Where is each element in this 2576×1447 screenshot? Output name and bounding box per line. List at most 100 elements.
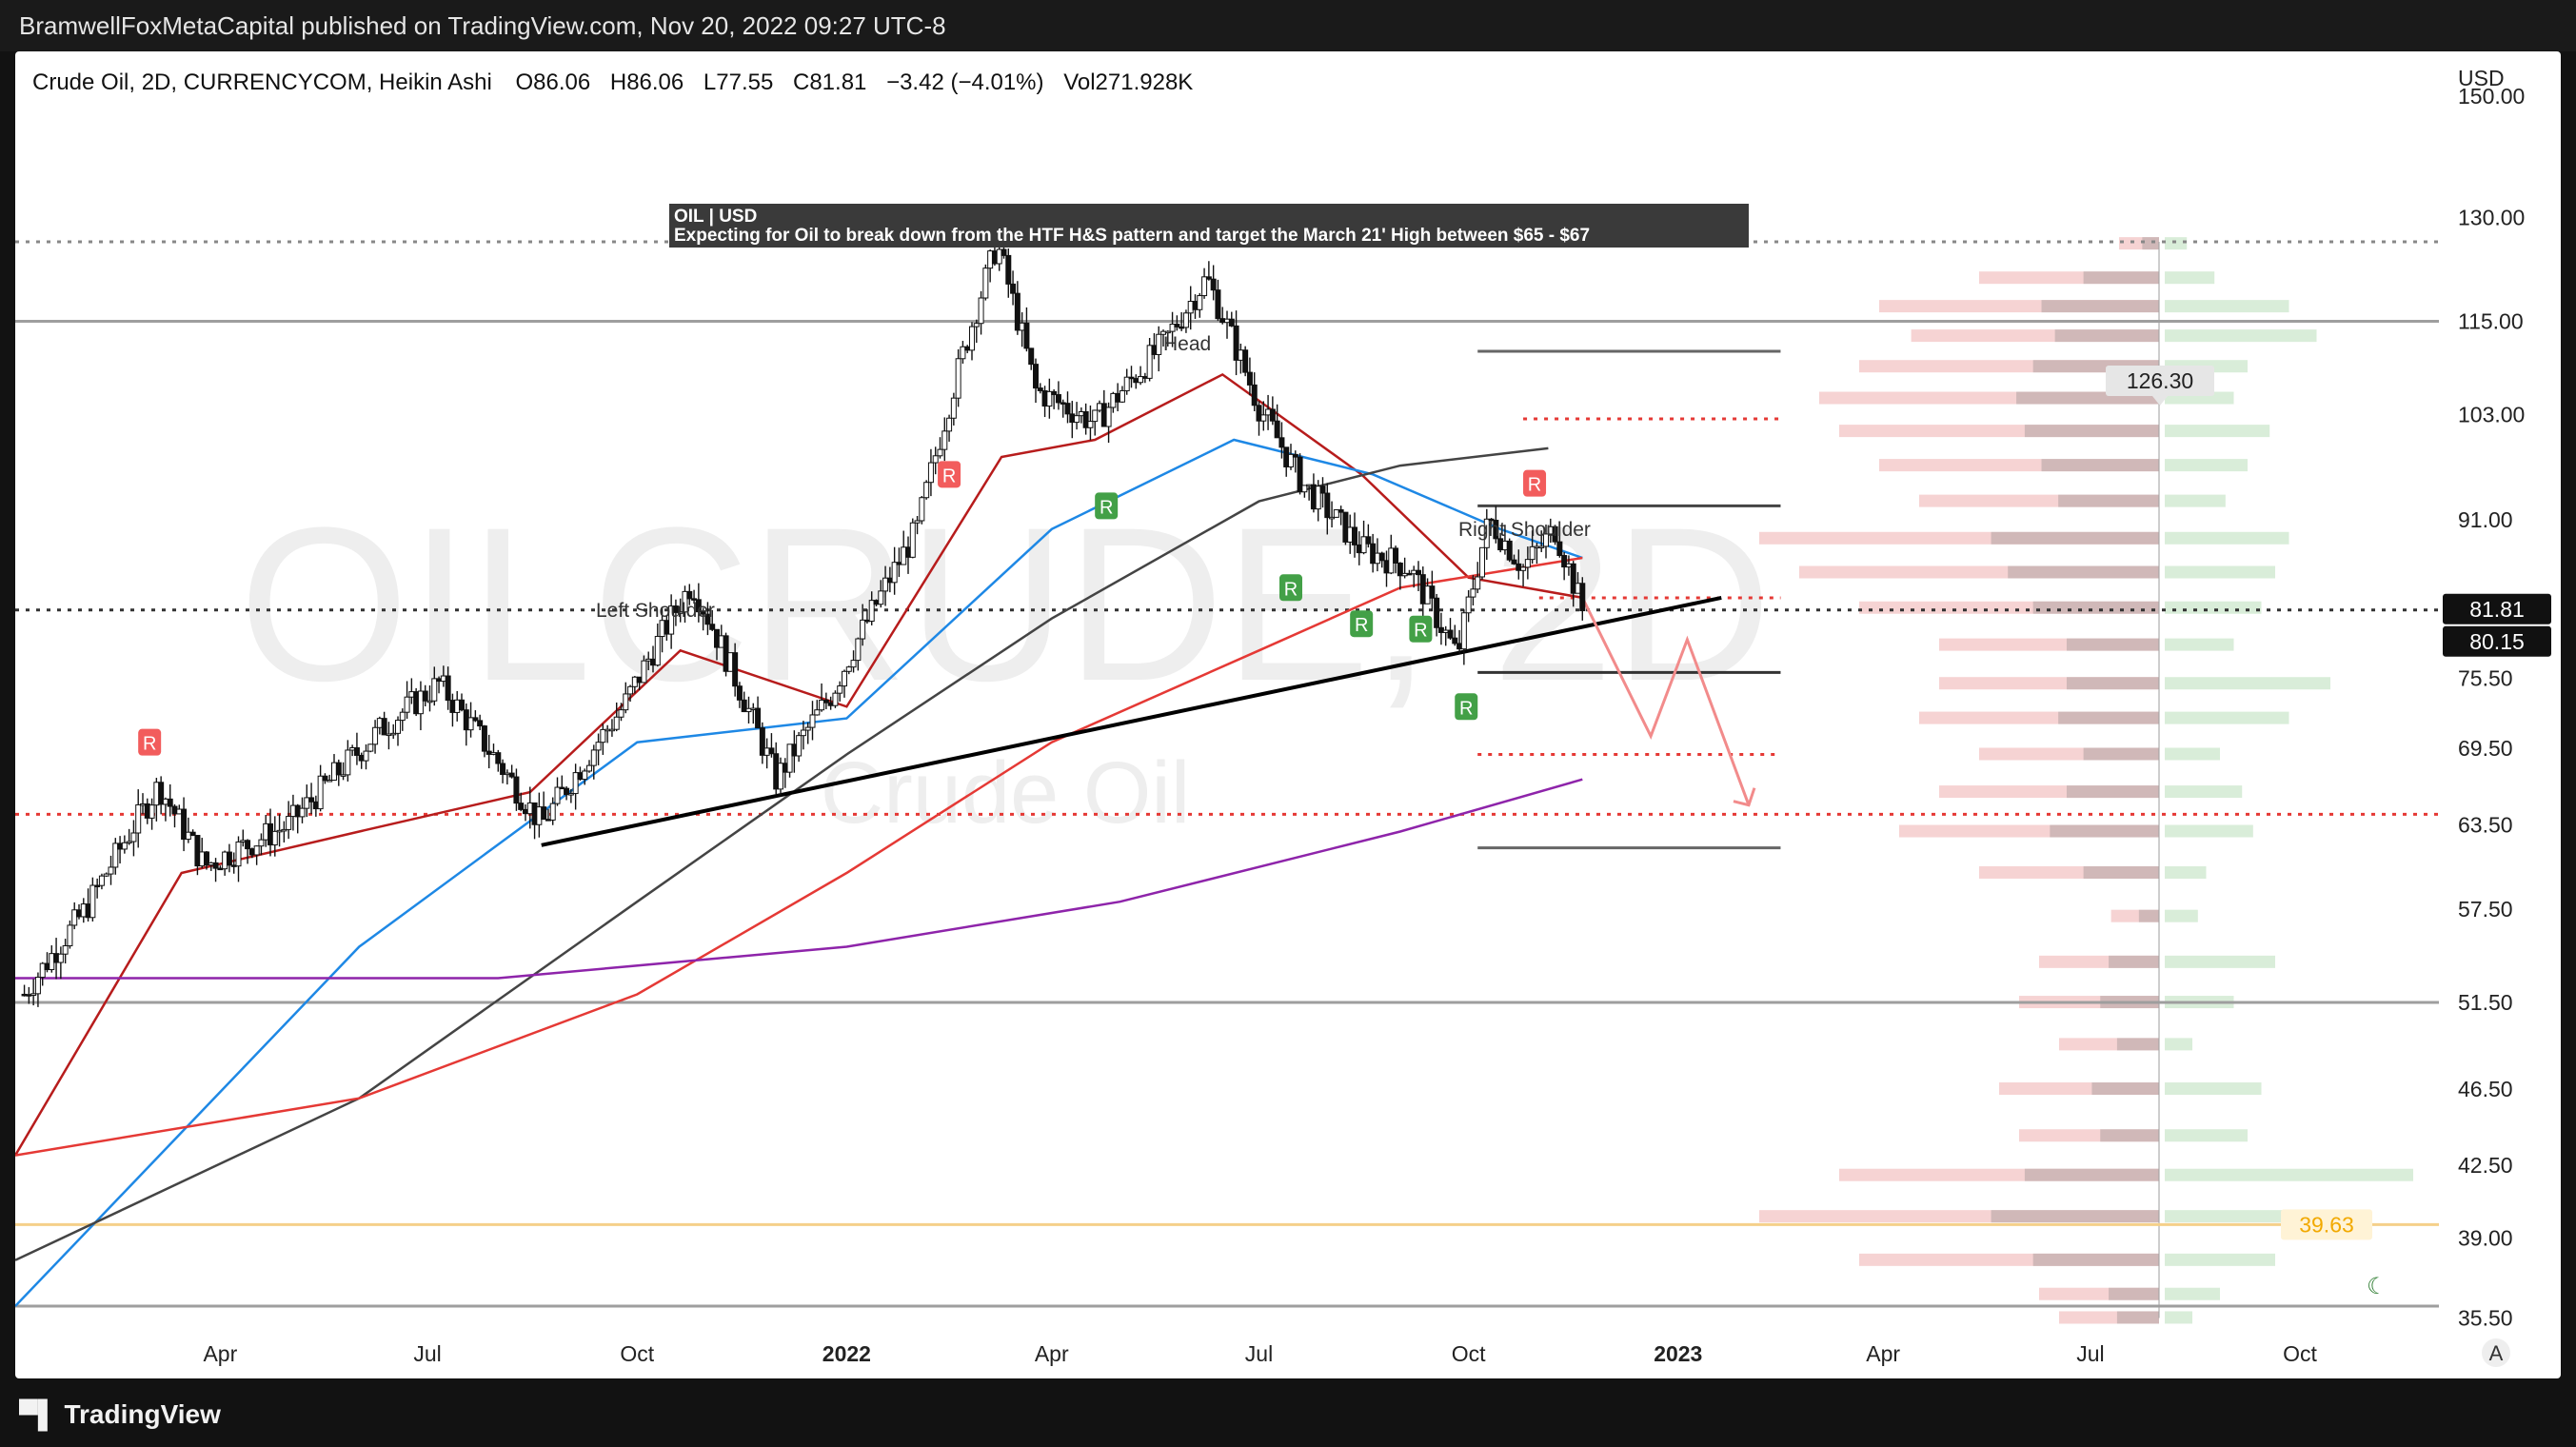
candle-body — [126, 841, 132, 843]
tradingview-logo[interactable]: ▀▌ TradingView — [19, 1399, 221, 1430]
candle-body — [345, 749, 351, 776]
candle-body — [1014, 292, 1020, 331]
candle-body — [750, 707, 757, 711]
candle-body — [304, 797, 310, 809]
signal-marker-label: R — [1528, 475, 1541, 496]
candle-body — [686, 590, 693, 600]
candle-body — [1010, 283, 1017, 294]
candle-body — [842, 670, 847, 687]
brand-label: TradingView — [64, 1399, 221, 1429]
candle-body — [1269, 408, 1276, 422]
candle-body — [171, 805, 178, 815]
candle-body — [582, 770, 588, 781]
moving-average-line — [15, 778, 1583, 980]
candle-body — [1097, 403, 1102, 411]
candle-body — [167, 798, 173, 807]
candle-body — [1575, 583, 1581, 594]
candle-body — [331, 762, 337, 781]
candle-body — [763, 747, 770, 756]
candle-body — [1242, 349, 1249, 373]
candle-body — [868, 600, 875, 623]
candle-body — [481, 725, 487, 752]
candle-body — [1192, 301, 1199, 310]
symbol-title: Crude Oil, 2D, CURRENCYCOM, Heikin Ashi — [32, 69, 492, 95]
candle-body — [1360, 536, 1367, 554]
candle-body — [695, 599, 702, 613]
candle-body — [1352, 526, 1357, 545]
y-axis: 190.00170.00150.00130.00115.00103.0091.0… — [2458, 84, 2525, 1331]
candle-body — [919, 497, 925, 522]
profile-bar-right — [2165, 459, 2248, 472]
candle-body — [490, 752, 497, 755]
candle-body — [1388, 547, 1395, 574]
x-tick-label: Apr — [203, 1341, 237, 1366]
profile-bar-right — [2165, 531, 2289, 545]
candle-body — [1543, 533, 1549, 547]
candle-body — [1288, 453, 1294, 467]
candle-body — [526, 802, 533, 815]
y-tick-label: 57.50 — [2458, 897, 2513, 922]
candle-body — [1069, 413, 1076, 424]
candle-body — [390, 732, 397, 736]
candle-body — [1174, 324, 1180, 327]
candle-body — [1561, 555, 1568, 568]
candle-body — [850, 660, 857, 668]
candle-body — [1338, 509, 1344, 513]
candle-body — [1115, 392, 1121, 403]
candle-body — [1292, 453, 1298, 458]
candle-body — [258, 839, 265, 847]
signal-marker-label: R — [1284, 579, 1298, 600]
candle-body — [1055, 394, 1061, 404]
candle-body — [1228, 318, 1235, 327]
candle-body — [909, 522, 916, 558]
candle-body — [271, 830, 278, 846]
candle-body — [1033, 364, 1039, 389]
candle-body — [235, 841, 242, 867]
annotation-title: OIL | USD — [674, 207, 757, 227]
candle-body — [755, 707, 762, 729]
candle-body — [1028, 347, 1035, 366]
profile-bar-left-value — [2091, 1082, 2159, 1096]
candle-body — [814, 709, 821, 716]
chart-panel[interactable]: OILCRUDE, 2D Crude Oil R R R R R R R R Crude Oi… — [15, 51, 2561, 1378]
second-price-badge-bg — [2443, 625, 2551, 657]
candle-body — [1479, 546, 1485, 578]
candle-body — [212, 862, 219, 869]
annotation-box[interactable] — [669, 204, 1749, 248]
profile-bar-left-value — [2083, 271, 2159, 285]
candle-body — [76, 909, 82, 918]
profile-bar-right — [2165, 1168, 2413, 1181]
ohlc-change: −3.42 (−4.01%) — [886, 69, 1043, 95]
candle-body — [745, 707, 752, 713]
candle-body — [1511, 559, 1517, 565]
candle-body — [955, 358, 961, 399]
profile-bar-left-value — [2054, 329, 2159, 343]
candle-body — [1556, 541, 1563, 557]
candle-body — [417, 690, 424, 715]
projection-arrowhead — [1733, 787, 1756, 807]
candle-body — [1265, 408, 1272, 416]
candle-body — [185, 831, 191, 841]
auto-scale-button[interactable] — [2482, 1338, 2510, 1367]
candle-body — [636, 676, 643, 684]
last-price-badge-bg — [2443, 593, 2551, 624]
signal-marker-label: R — [1100, 497, 1113, 518]
price-chart[interactable]: OILCRUDE, 2D Crude Oil R R R R R R R R Crude Oi… — [15, 51, 2561, 1378]
candle-body — [873, 600, 880, 605]
profile-bar-right — [2165, 1253, 2275, 1266]
y-tick-label: 115.00 — [2458, 308, 2524, 333]
candle-body — [1333, 509, 1339, 518]
candle-body — [454, 699, 461, 713]
candle-body — [782, 763, 788, 773]
candle-body — [71, 909, 78, 926]
candle-body — [199, 851, 206, 867]
candle-body — [541, 806, 547, 821]
candle-body — [1483, 518, 1490, 548]
x-tick-label: Jul — [1245, 1341, 1273, 1366]
candle-body — [117, 842, 124, 850]
candle-body — [44, 962, 50, 971]
candle-body — [1233, 325, 1239, 361]
candle-body — [604, 728, 611, 732]
candle-body — [1219, 318, 1226, 324]
candle-body — [1506, 540, 1513, 561]
